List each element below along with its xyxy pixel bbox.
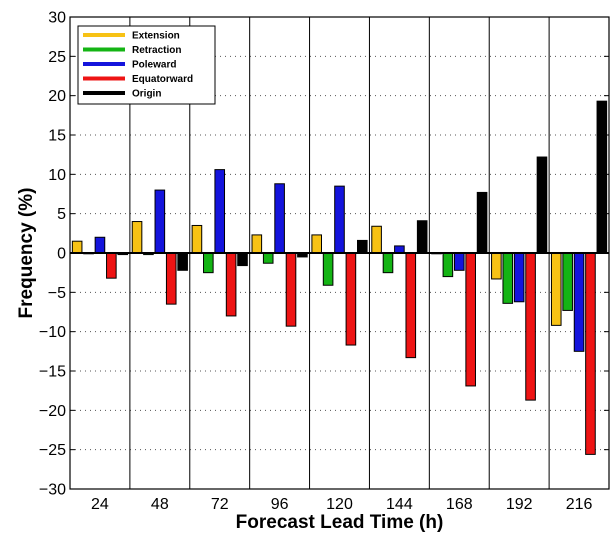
bar-retraction-216 bbox=[562, 252, 573, 311]
legend-label-equatorward: Equatorward bbox=[132, 74, 193, 85]
bar-poleward-96 bbox=[274, 183, 285, 254]
x-tick-label: 120 bbox=[326, 496, 353, 513]
y-tick-label: 15 bbox=[48, 128, 66, 145]
bar-extension-24 bbox=[71, 240, 83, 254]
bar-extension-96 bbox=[251, 234, 263, 254]
bar-retraction-120 bbox=[322, 252, 334, 286]
x-tick-label: 144 bbox=[386, 496, 413, 513]
x-tick-label: 96 bbox=[271, 496, 289, 513]
legend-label-poleward: Poleward bbox=[132, 60, 176, 71]
legend-label-extension: Extension bbox=[132, 31, 180, 42]
x-tick-label: 216 bbox=[566, 496, 593, 513]
bar-extension-144 bbox=[371, 225, 382, 254]
y-tick-label: 20 bbox=[48, 88, 66, 105]
y-tick-label: 0 bbox=[57, 246, 66, 263]
y-tick-label: 10 bbox=[48, 167, 66, 184]
bar-origin-48 bbox=[177, 252, 188, 271]
bar-retraction-168 bbox=[442, 252, 454, 278]
bar-equatorward-24 bbox=[106, 252, 117, 279]
y-axis-title: Frequency (%) bbox=[16, 188, 37, 319]
bar-retraction-192 bbox=[502, 252, 514, 304]
bars bbox=[71, 100, 608, 455]
ticks: −30 −25 −20 −15 −10 −5 0 5 10 15 20 25 30 24 48 72 96 120… bbox=[39, 10, 609, 513]
y-tick-label: 30 bbox=[48, 10, 66, 27]
bar-poleward-144 bbox=[394, 245, 405, 254]
bar-origin-168 bbox=[476, 191, 488, 254]
bar-origin-192 bbox=[536, 156, 548, 254]
x-tick-label: 48 bbox=[151, 496, 169, 513]
bar-equatorward-192 bbox=[525, 252, 536, 401]
y-tick-label: 5 bbox=[57, 206, 66, 223]
bar-poleward-192 bbox=[513, 252, 525, 303]
bar-retraction-144 bbox=[382, 252, 394, 274]
bar-extension-72 bbox=[191, 224, 203, 254]
bar-poleward-216 bbox=[573, 252, 585, 352]
y-tick-label: −5 bbox=[48, 285, 66, 302]
y-tick-label: −30 bbox=[39, 482, 66, 499]
bar-poleward-168 bbox=[453, 252, 465, 271]
x-tick-label: 72 bbox=[211, 496, 229, 513]
bar-equatorward-96 bbox=[285, 252, 297, 327]
x-axis-title: Forecast Lead Time (h) bbox=[236, 512, 444, 533]
bar-extension-216 bbox=[550, 252, 562, 326]
bar-poleward-24 bbox=[94, 236, 106, 254]
x-tick-label: 24 bbox=[91, 496, 109, 513]
bar-extension-192 bbox=[491, 252, 502, 280]
bar-poleward-72 bbox=[214, 169, 226, 254]
y-tick-label: −25 bbox=[39, 442, 66, 459]
bar-retraction-96 bbox=[262, 252, 274, 264]
x-tick-label: 168 bbox=[446, 496, 473, 513]
y-tick-label: −15 bbox=[39, 364, 66, 381]
bar-equatorward-144 bbox=[405, 252, 417, 359]
y-tick-label: −10 bbox=[39, 324, 66, 341]
bar-origin-72 bbox=[237, 252, 248, 267]
bar-poleward-48 bbox=[154, 189, 166, 254]
bar-origin-144 bbox=[416, 220, 428, 254]
y-tick-label: −20 bbox=[39, 403, 66, 420]
bar-origin-216 bbox=[596, 100, 608, 254]
bar-equatorward-216 bbox=[585, 252, 596, 455]
legend-label-retraction: Retraction bbox=[132, 45, 181, 56]
x-tick-label: 192 bbox=[506, 496, 533, 513]
bar-equatorward-72 bbox=[225, 252, 237, 317]
bar-origin-120 bbox=[357, 239, 368, 254]
y-tick-label: 25 bbox=[48, 49, 66, 66]
bar-poleward-120 bbox=[334, 185, 345, 254]
legend: Extension Retraction Poleward Equatorward Or… bbox=[77, 25, 216, 105]
bar-equatorward-48 bbox=[165, 252, 177, 305]
bar-retraction-72 bbox=[203, 252, 214, 274]
bar-equatorward-120 bbox=[345, 252, 357, 346]
bar-equatorward-168 bbox=[465, 252, 476, 387]
bar-extension-120 bbox=[311, 234, 322, 254]
legend-label-origin: Origin bbox=[132, 89, 161, 100]
bar-extension-48 bbox=[131, 221, 143, 254]
